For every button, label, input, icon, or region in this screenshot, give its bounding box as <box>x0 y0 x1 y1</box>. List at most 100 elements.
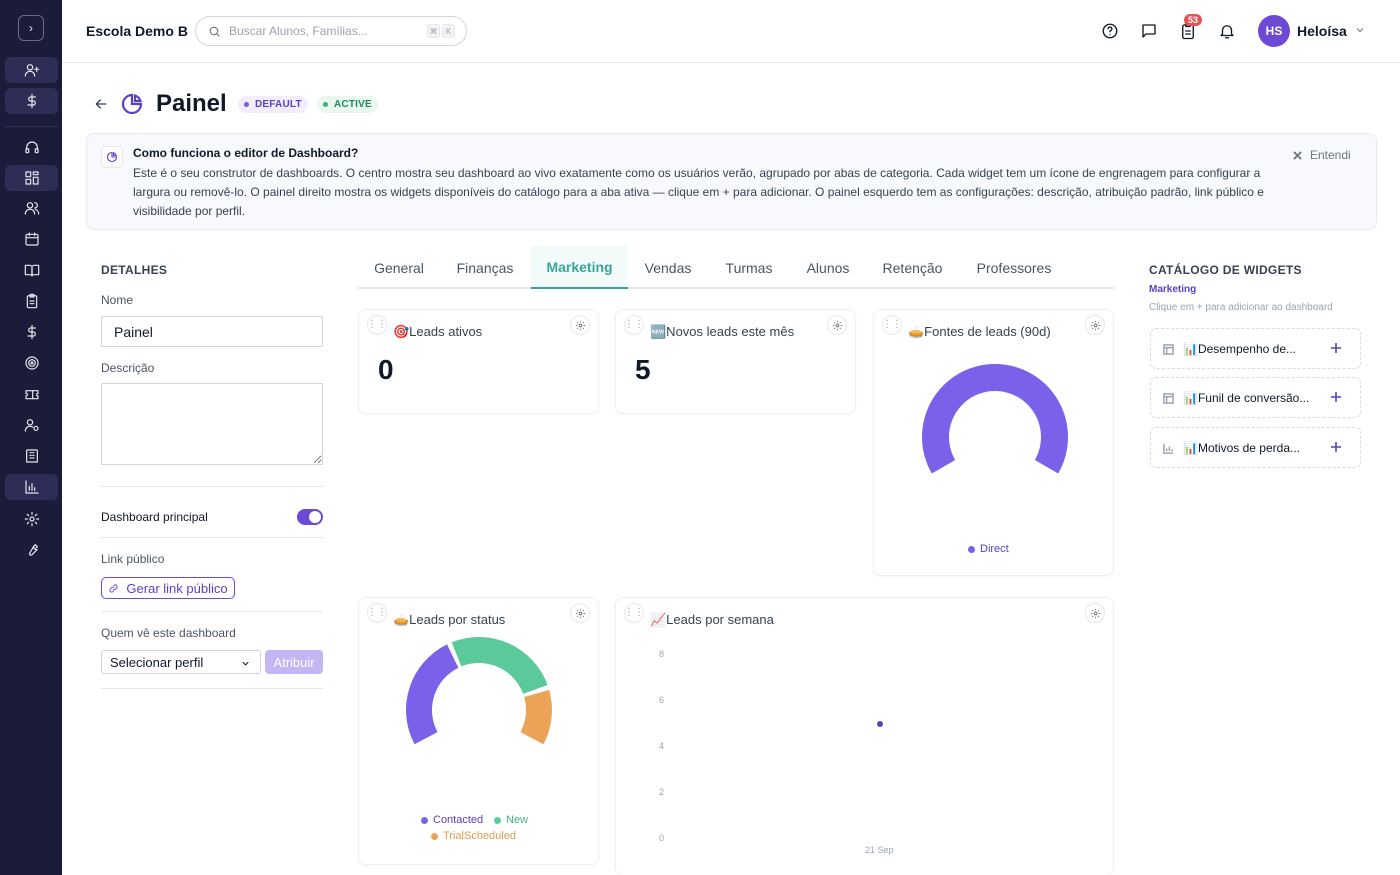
book-icon[interactable] <box>5 257 58 283</box>
description-textarea[interactable] <box>101 383 323 465</box>
bar-chart-icon <box>1163 442 1174 454</box>
clipboard-icon[interactable] <box>5 288 58 314</box>
search-input[interactable] <box>229 24 419 38</box>
widget-settings-icon[interactable] <box>570 603 590 623</box>
pie-chart-icon <box>101 146 123 168</box>
assign-button[interactable]: Atribuir <box>265 650 323 674</box>
add-widget-icon[interactable] <box>1330 441 1342 453</box>
editor-help-banner: Como funciona o editor de Dashboard? Est… <box>86 133 1377 230</box>
tab-marketing[interactable]: Marketing <box>531 246 628 289</box>
profile-select[interactable]: Selecionar perfil <box>101 650 261 674</box>
main-dashboard-label: Dashboard principal <box>101 510 208 524</box>
widget-settings-icon[interactable] <box>570 315 590 335</box>
tab-general[interactable]: General <box>374 259 424 276</box>
wrench-icon[interactable] <box>5 537 58 563</box>
name-input[interactable] <box>101 316 323 347</box>
dismiss-banner-button[interactable]: Entendi <box>1293 148 1351 162</box>
target-icon[interactable] <box>5 350 58 376</box>
building-icon[interactable] <box>5 443 58 469</box>
table-icon <box>1163 343 1174 355</box>
y-tick-label: 4 <box>659 741 665 751</box>
user-settings-icon[interactable] <box>5 412 58 438</box>
widget-title: 📈Leads por semana <box>650 612 774 627</box>
rail-divider <box>5 126 58 127</box>
tab-vendas[interactable]: Vendas <box>644 259 692 276</box>
tab-alunos[interactable]: Alunos <box>806 259 850 276</box>
add-widget-icon[interactable] <box>1330 342 1342 354</box>
catalog-item-label: 📊Motivos de perda... <box>1183 440 1300 455</box>
drag-handle-icon[interactable]: ⋮⋮ <box>624 315 644 335</box>
close-icon <box>1293 150 1302 160</box>
search-box[interactable]: ⌘ K <box>195 16 467 46</box>
school-name[interactable]: Escola Demo B <box>86 23 188 39</box>
legend-new: New <box>494 814 528 826</box>
dashboard-grid-icon[interactable] <box>5 165 58 191</box>
expand-sidebar-button[interactable]: › <box>18 15 44 41</box>
page-title: Painel <box>156 90 227 117</box>
chevron-down-icon <box>242 661 249 666</box>
pie-chart-icon <box>120 92 144 116</box>
widget-value: 5 <box>635 354 651 385</box>
add-widget-icon[interactable] <box>1330 391 1342 403</box>
finance-dollar-icon[interactable] <box>5 319 58 345</box>
widget-settings-icon[interactable] <box>1085 315 1105 335</box>
x-tick-label: 21 Sep <box>865 845 894 855</box>
tab-financas[interactable]: Finanças <box>456 259 514 276</box>
bell-icon[interactable] <box>1217 21 1237 41</box>
drag-handle-icon[interactable]: ⋮⋮ <box>624 603 644 623</box>
main-dashboard-toggle[interactable] <box>297 509 323 525</box>
catalog-category: Marketing <box>1149 284 1197 295</box>
drag-handle-icon[interactable]: ⋮⋮ <box>367 603 387 623</box>
generate-public-link-button[interactable]: Gerar link público <box>101 577 235 599</box>
gear-icon[interactable] <box>5 506 58 532</box>
widget-settings-icon[interactable] <box>1085 603 1105 623</box>
catalog-item[interactable]: 📊Motivos de perda... <box>1150 427 1361 468</box>
drag-handle-icon[interactable]: ⋮⋮ <box>882 315 902 335</box>
widget-title: 🎯Leads ativos <box>393 324 483 339</box>
y-tick-label: 2 <box>659 787 665 797</box>
leads-status-donut <box>406 637 552 745</box>
user-name[interactable]: Heloísa <box>1297 23 1347 39</box>
search-icon <box>209 26 220 37</box>
tab-professores[interactable]: Professores <box>976 259 1052 276</box>
headset-icon[interactable] <box>5 135 58 161</box>
notification-count-badge: 53 <box>1184 14 1203 26</box>
users-icon[interactable] <box>5 195 58 221</box>
avatar[interactable]: HS <box>1258 15 1290 47</box>
catalog-title: CATÁLOGO DE WIDGETS <box>1149 263 1302 277</box>
catalog-item[interactable]: 📊Funil de conversão... <box>1150 377 1361 418</box>
widget-novos-leads: ⋮⋮ 🆕Novos leads este mês 5 <box>615 309 856 414</box>
public-link-label: Link público <box>101 552 165 566</box>
y-tick-label: 0 <box>659 833 665 843</box>
catalog-item-label: 📊Desempenho de... <box>1183 341 1297 356</box>
tab-turmas[interactable]: Turmas <box>725 259 773 276</box>
help-icon[interactable] <box>1100 21 1120 41</box>
back-arrow-icon[interactable] <box>93 96 109 112</box>
widget-settings-icon[interactable] <box>827 315 847 335</box>
divider <box>101 688 323 689</box>
data-point <box>877 721 883 727</box>
y-tick-label: 6 <box>659 695 665 705</box>
chevron-down-icon[interactable] <box>1354 24 1368 38</box>
catalog-item[interactable]: 📊Desempenho de... <box>1150 328 1361 369</box>
ticket-icon[interactable] <box>5 381 58 407</box>
calendar-icon[interactable] <box>5 226 58 252</box>
help-banner-title: Como funciona o editor de Dashboard? <box>133 146 359 160</box>
slice-direct <box>922 364 1068 474</box>
bar-chart-icon[interactable] <box>5 474 58 500</box>
slice-trialscheduled <box>520 689 552 745</box>
catalog-item-label: 📊Funil de conversão... <box>1183 390 1310 405</box>
details-section-title: DETALHES <box>101 263 168 277</box>
slice-contacted <box>406 644 459 745</box>
tab-retencao[interactable]: Retenção <box>882 259 943 276</box>
visibility-label: Quem vê este dashboard <box>101 626 236 640</box>
name-label: Nome <box>101 293 134 307</box>
drag-handle-icon[interactable]: ⋮⋮ <box>367 315 387 335</box>
y-tick-label: 8 <box>659 649 665 659</box>
legend-contacted: Contacted <box>421 814 483 826</box>
dollar-icon[interactable] <box>5 88 58 114</box>
help-banner-text: Este é o seu construtor de dashboards. O… <box>133 166 1264 218</box>
add-user-icon[interactable] <box>5 57 58 83</box>
catalog-hint: Clique em + para adicionar ao dashboard <box>1149 302 1333 313</box>
chat-icon[interactable] <box>1139 21 1159 41</box>
